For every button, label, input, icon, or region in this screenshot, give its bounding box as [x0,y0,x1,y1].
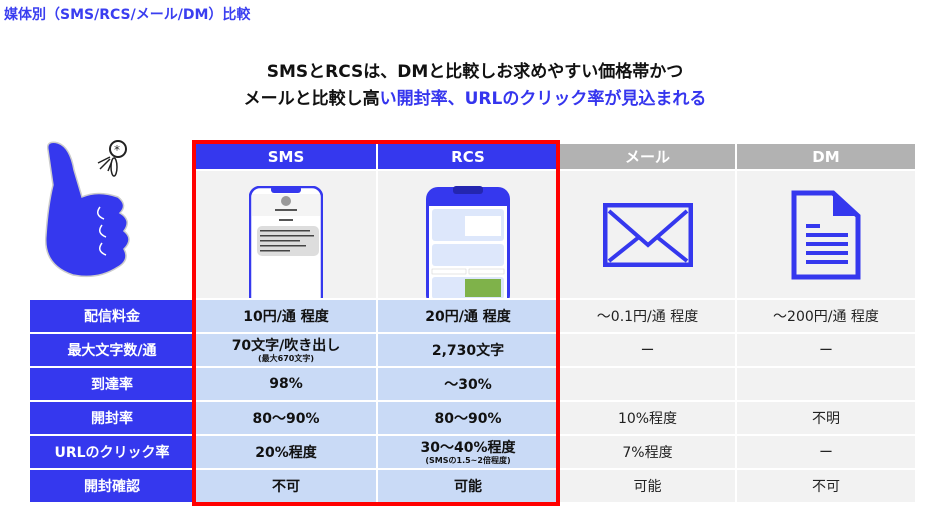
col-header-mail: メール [560,144,735,169]
note: (最大670文字) [257,353,314,363]
row-label-price: 配信料金 [30,300,194,332]
headline-accent-text: い開封率、URLのクリック率が見込まれる [379,89,707,109]
envelope-icon [602,202,693,267]
cell-dm-click-rate: ー [737,436,915,468]
comparison-table: SMS RCS メール DM [30,144,915,502]
cell-rcs-click-rate: 30〜40%程度 (SMSの1.5~2倍程度) [378,436,558,468]
row-label-max-chars: 最大文字数/通 [30,334,194,366]
cell-mail-click-rate: 7%程度 [560,436,735,468]
cell-sms-delivery-rate: 98% [196,368,376,400]
cell-rcs-price: 20円/通 程度 [378,300,558,332]
cell-dm-open-confirmation: 不可 [737,470,915,502]
mail-image-cell [560,171,735,298]
cell-mail-open-rate: 10%程度 [560,402,735,434]
sms-image-cell [196,171,376,298]
label-blank [30,171,194,298]
cell-dm-delivery-rate [737,368,915,400]
cell-dm-open-rate: 不明 [737,402,915,434]
col-header-dm: DM [737,144,915,169]
headline-line2: メールと比較し高い開封率、URLのクリック率が見込まれる [0,85,950,113]
note: (SMSの1.5~2倍程度) [425,455,511,465]
cell-mail-open-confirmation: 可能 [560,470,735,502]
cell-dm-max-chars: ー [737,334,915,366]
cell-rcs-delivery-rate: 〜30% [378,368,558,400]
cell-sms-open-rate: 80〜90% [196,402,376,434]
corner-blank [30,144,194,169]
thumbs-up-icon: * [45,140,130,278]
page-title: 媒体別（SMS/RCS/メール/DM）比較 [4,7,251,23]
row-label-click-rate: URLのクリック率 [30,436,194,468]
cell-dm-price: 〜200円/通 程度 [737,300,915,332]
rcs-phone-mockup [426,185,510,298]
cell-mail-price: 〜0.1円/通 程度 [560,300,735,332]
cell-sms-price: 10円/通 程度 [196,300,376,332]
headline-text: メールと比較し高 [243,89,380,109]
col-header-sms: SMS [196,144,376,169]
document-icon [791,190,861,279]
cell-sms-click-rate: 20%程度 [196,436,376,468]
sms-phone-mockup [249,185,323,298]
headline-line1: SMSとRCSは、DMと比較しお求めやすい価格帯かつ [266,62,684,82]
cell-mail-delivery-rate [560,368,735,400]
value: 30〜40%程度 [420,439,516,456]
cell-rcs-max-chars: 2,730文字 [378,334,558,366]
rcs-image-cell [378,171,558,298]
cell-rcs-open-rate: 80〜90% [378,402,558,434]
svg-text:*: * [114,143,120,157]
row-label-open-rate: 開封率 [30,402,194,434]
cell-sms-max-chars: 70文字/吹き出し (最大670文字) [196,334,376,366]
col-header-rcs: RCS [378,144,558,169]
cell-rcs-open-confirmation: 可能 [378,470,558,502]
row-label-delivery-rate: 到達率 [30,368,194,400]
value: 70文字/吹き出し [231,337,341,354]
row-label-open-confirmation: 開封確認 [30,470,194,502]
dm-image-cell [737,171,915,298]
cell-mail-max-chars: ー [560,334,735,366]
cell-sms-open-confirmation: 不可 [196,470,376,502]
